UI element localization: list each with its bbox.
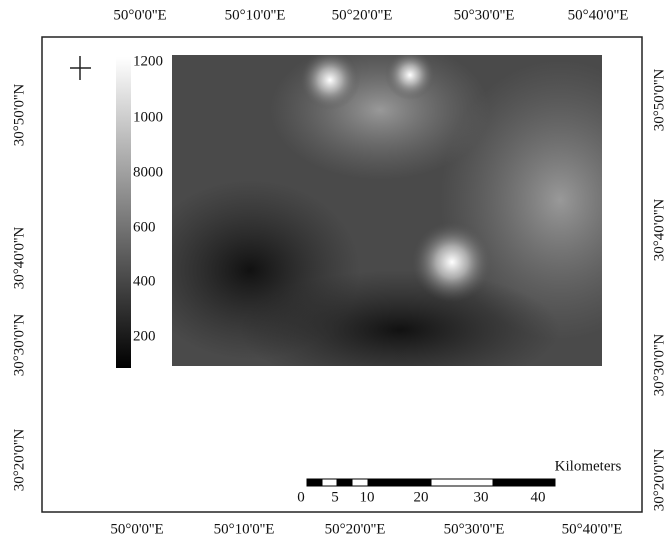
scale-bar-unit: Kilometers <box>555 458 622 474</box>
legend-label: 1000 <box>133 109 163 125</box>
bottom-coordinate-label: 50°10'0''E <box>214 521 275 537</box>
top-coordinate-label: 50°20'0''E <box>332 7 393 23</box>
legend-ramp <box>116 57 131 368</box>
scale-bar-label: 20 <box>414 489 429 505</box>
elevation-raster <box>172 55 602 366</box>
map-frame <box>41 36 643 513</box>
legend-label: 400 <box>133 273 156 289</box>
right-coordinate-label: 30°20'0''N <box>651 449 667 512</box>
north-arrow <box>70 56 91 80</box>
top-coordinate-label: 50°40'0''E <box>568 7 629 23</box>
scale-bar-label: 40 <box>531 489 546 505</box>
left-coordinate-label: 30°20'0''N <box>11 429 27 492</box>
scale-bar-label: 0 <box>297 489 305 505</box>
right-coordinate-label: 30°40'0''N <box>651 199 667 262</box>
bottom-coordinate-label: 50°20'0''E <box>325 521 386 537</box>
right-coordinate-label: 30°30'0''N <box>651 334 667 397</box>
top-coordinate-label: 50°10'0''E <box>225 7 286 23</box>
left-coordinate-label: 30°30'0''N <box>11 314 27 377</box>
legend-label: 200 <box>133 328 156 344</box>
legend-label: 1200 <box>133 53 163 69</box>
bottom-coordinate-label: 50°30'0''E <box>444 521 505 537</box>
legend-label: 8000 <box>133 164 163 180</box>
top-coordinate-label: 50°0'0''E <box>113 7 166 23</box>
legend-label: 600 <box>133 219 156 235</box>
bottom-coordinate-label: 50°40'0''E <box>562 521 623 537</box>
scale-bar-label: 5 <box>331 489 339 505</box>
scale-bar-label: 30 <box>474 489 489 505</box>
left-coordinate-label: 30°50'0''N <box>11 84 27 147</box>
right-coordinate-label: 30°50'0''N <box>651 69 667 132</box>
scale-bar <box>306 478 556 487</box>
scale-bar-label: 10 <box>360 489 375 505</box>
bottom-coordinate-label: 50°0'0''E <box>110 521 163 537</box>
top-coordinate-label: 50°30'0''E <box>454 7 515 23</box>
left-coordinate-label: 30°40'0''N <box>11 227 27 290</box>
